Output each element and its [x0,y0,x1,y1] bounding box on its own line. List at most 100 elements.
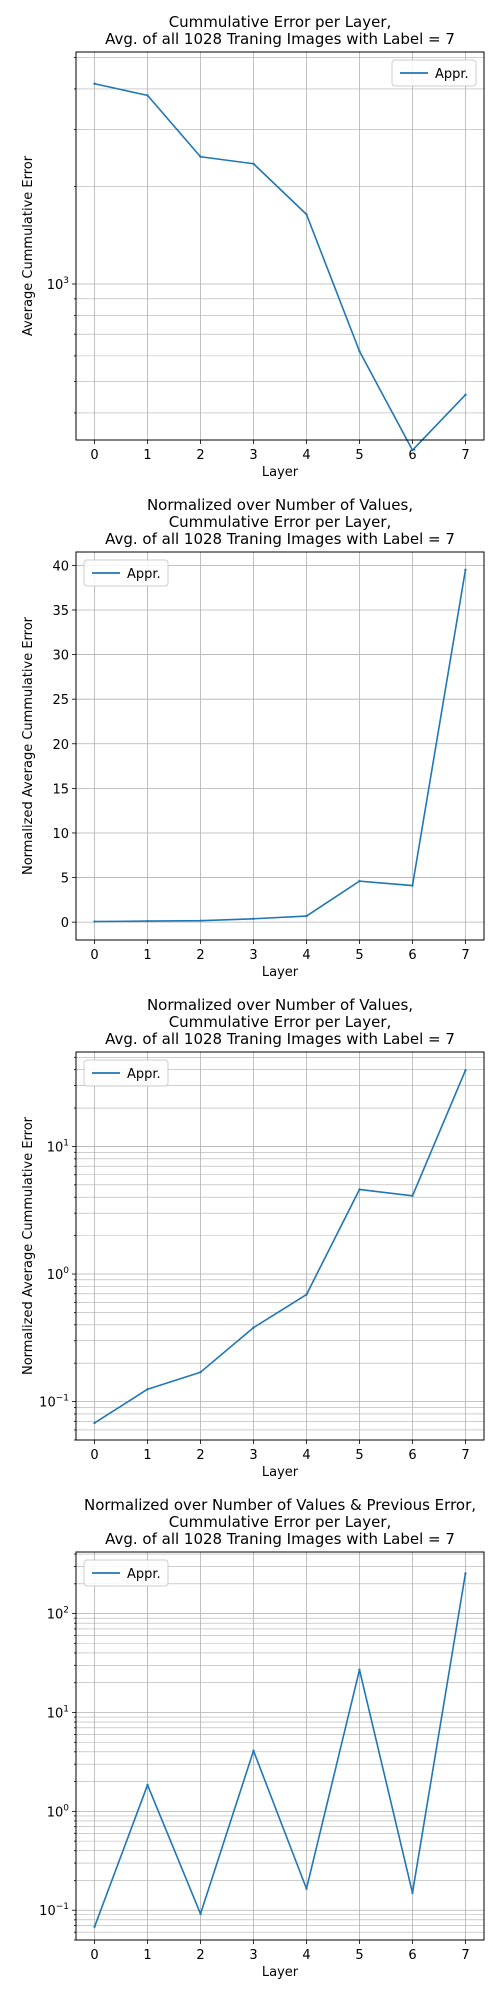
data-point [199,1913,201,1915]
grid [76,52,484,440]
data-point [464,394,466,396]
x-tick-label: 4 [302,948,310,963]
y-tick-label: 15 [52,782,69,797]
y-axis: 0510152025303540 [52,559,76,931]
x-tick-label: 3 [249,1448,257,1463]
data-point [411,449,413,451]
x-axis: 0 1 2 3 4 5 6 7 [90,440,469,463]
y-tick-label: 100 [47,1266,70,1283]
x-tick-label: 3 [249,1948,257,1963]
data-point [464,569,466,571]
y-tick-label: 30 [52,649,69,664]
data-point [93,920,95,922]
x-tick-label: 2 [196,1448,204,1463]
x-tick-label: 6 [408,1948,416,1963]
chart-title: Avg. of all 1028 Traning Images with Lab… [105,30,455,48]
data-point [305,213,307,215]
legend-label: Appr. [127,1067,161,1082]
chart-title: Cummulative Error per Layer, [169,513,392,531]
chart-title: Cummulative Error per Layer, [169,1513,392,1531]
y-axis: 10−1 100 101 [39,1057,76,1440]
x-tick-label: 2 [196,948,204,963]
x-tick-label: 7 [461,1948,469,1963]
y-axis: 10−1 100 101 102 [39,1554,76,1940]
data-point [358,350,360,352]
x-tick-label: 7 [461,448,469,463]
chart-4: Normalized over Number of Values & Previ… [39,1496,484,1980]
chart-title: Avg. of all 1028 Traning Images with Lab… [105,1030,455,1048]
data-point [252,1326,254,1328]
data-point [199,156,201,158]
axes-frame [76,1052,484,1440]
x-tick-label: 2 [196,1948,204,1963]
data-point [411,1892,413,1894]
x-axis: 0 1 2 3 4 5 6 7 [90,940,469,963]
data-point [358,880,360,882]
x-tick-label: 0 [90,1448,98,1463]
x-axis-label: Layer [262,1465,299,1480]
chart-title: Avg. of all 1028 Traning Images with Lab… [105,1530,455,1548]
legend: Appr. [84,560,168,586]
data-point [252,918,254,920]
x-tick-label: 5 [355,448,363,463]
data-point [411,884,413,886]
data-point [146,920,148,922]
y-tick-label: 102 [47,1606,69,1623]
x-tick-label: 3 [249,448,257,463]
data-point [305,1888,307,1890]
y-tick-label: 35 [52,604,69,619]
y-axis-label: Normalized Average Cummulative Error [21,1116,36,1375]
x-tick-label: 3 [249,948,257,963]
data-point [199,1371,201,1373]
data-point [464,1572,466,1574]
series-line-1 [95,84,466,450]
x-tick-label: 1 [143,1948,151,1963]
chart-2: Normalized over Number of Values,Cummula… [21,496,484,980]
x-tick-label: 5 [355,948,363,963]
x-axis: 0 1 2 3 4 5 6 7 [90,1440,469,1463]
data-point [146,1388,148,1390]
y-tick-label: 10−1 [39,1394,69,1411]
y-tick-label: 20 [52,738,69,753]
chart-title: Normalized over Number of Values, [147,496,413,514]
grid [76,552,484,940]
data-point [464,1069,466,1071]
axes-frame [76,1552,484,1940]
data-point [93,1926,95,1928]
data-point [305,1293,307,1295]
y-tick-label: 5 [61,872,69,887]
legend: Appr. [84,1560,168,1586]
y-tick-label: 100 [47,1803,70,1820]
x-tick-label: 0 [90,448,98,463]
legend-label: Appr. [127,567,161,582]
chart-3: Normalized over Number of Values,Cummula… [21,996,484,1480]
chart-1: Cummulative Error per Layer,Avg. of all … [21,13,484,480]
legend: Appr. [84,1060,168,1086]
y-tick-label: 0 [61,916,69,931]
data-point [93,83,95,85]
grid [76,1552,484,1940]
y-axis-label: Average Cummulative Error [21,155,36,336]
data-point [199,919,201,921]
x-tick-label: 2 [196,448,204,463]
y-axis: 103 [47,58,76,413]
x-tick-label: 4 [302,1948,310,1963]
x-tick-label: 4 [302,448,310,463]
y-tick-label: 103 [47,276,69,293]
y-tick-label: 10−1 [39,1902,69,1919]
x-axis: 0 1 2 3 4 5 6 7 [90,1940,469,1963]
series-line-1 [95,1070,466,1423]
data-point [146,94,148,96]
series-line-1 [95,1573,466,1926]
chart-title: Cummulative Error per Layer, [169,13,392,31]
chart-title: Normalized over Number of Values & Previ… [84,1496,476,1514]
x-tick-label: 1 [143,448,151,463]
data-point [146,1784,148,1786]
legend: Appr. [392,60,476,86]
x-tick-label: 4 [302,1448,310,1463]
data-point [252,163,254,165]
data-point [358,1669,360,1671]
x-tick-label: 1 [143,1448,151,1463]
x-axis-label: Layer [262,1965,299,1980]
